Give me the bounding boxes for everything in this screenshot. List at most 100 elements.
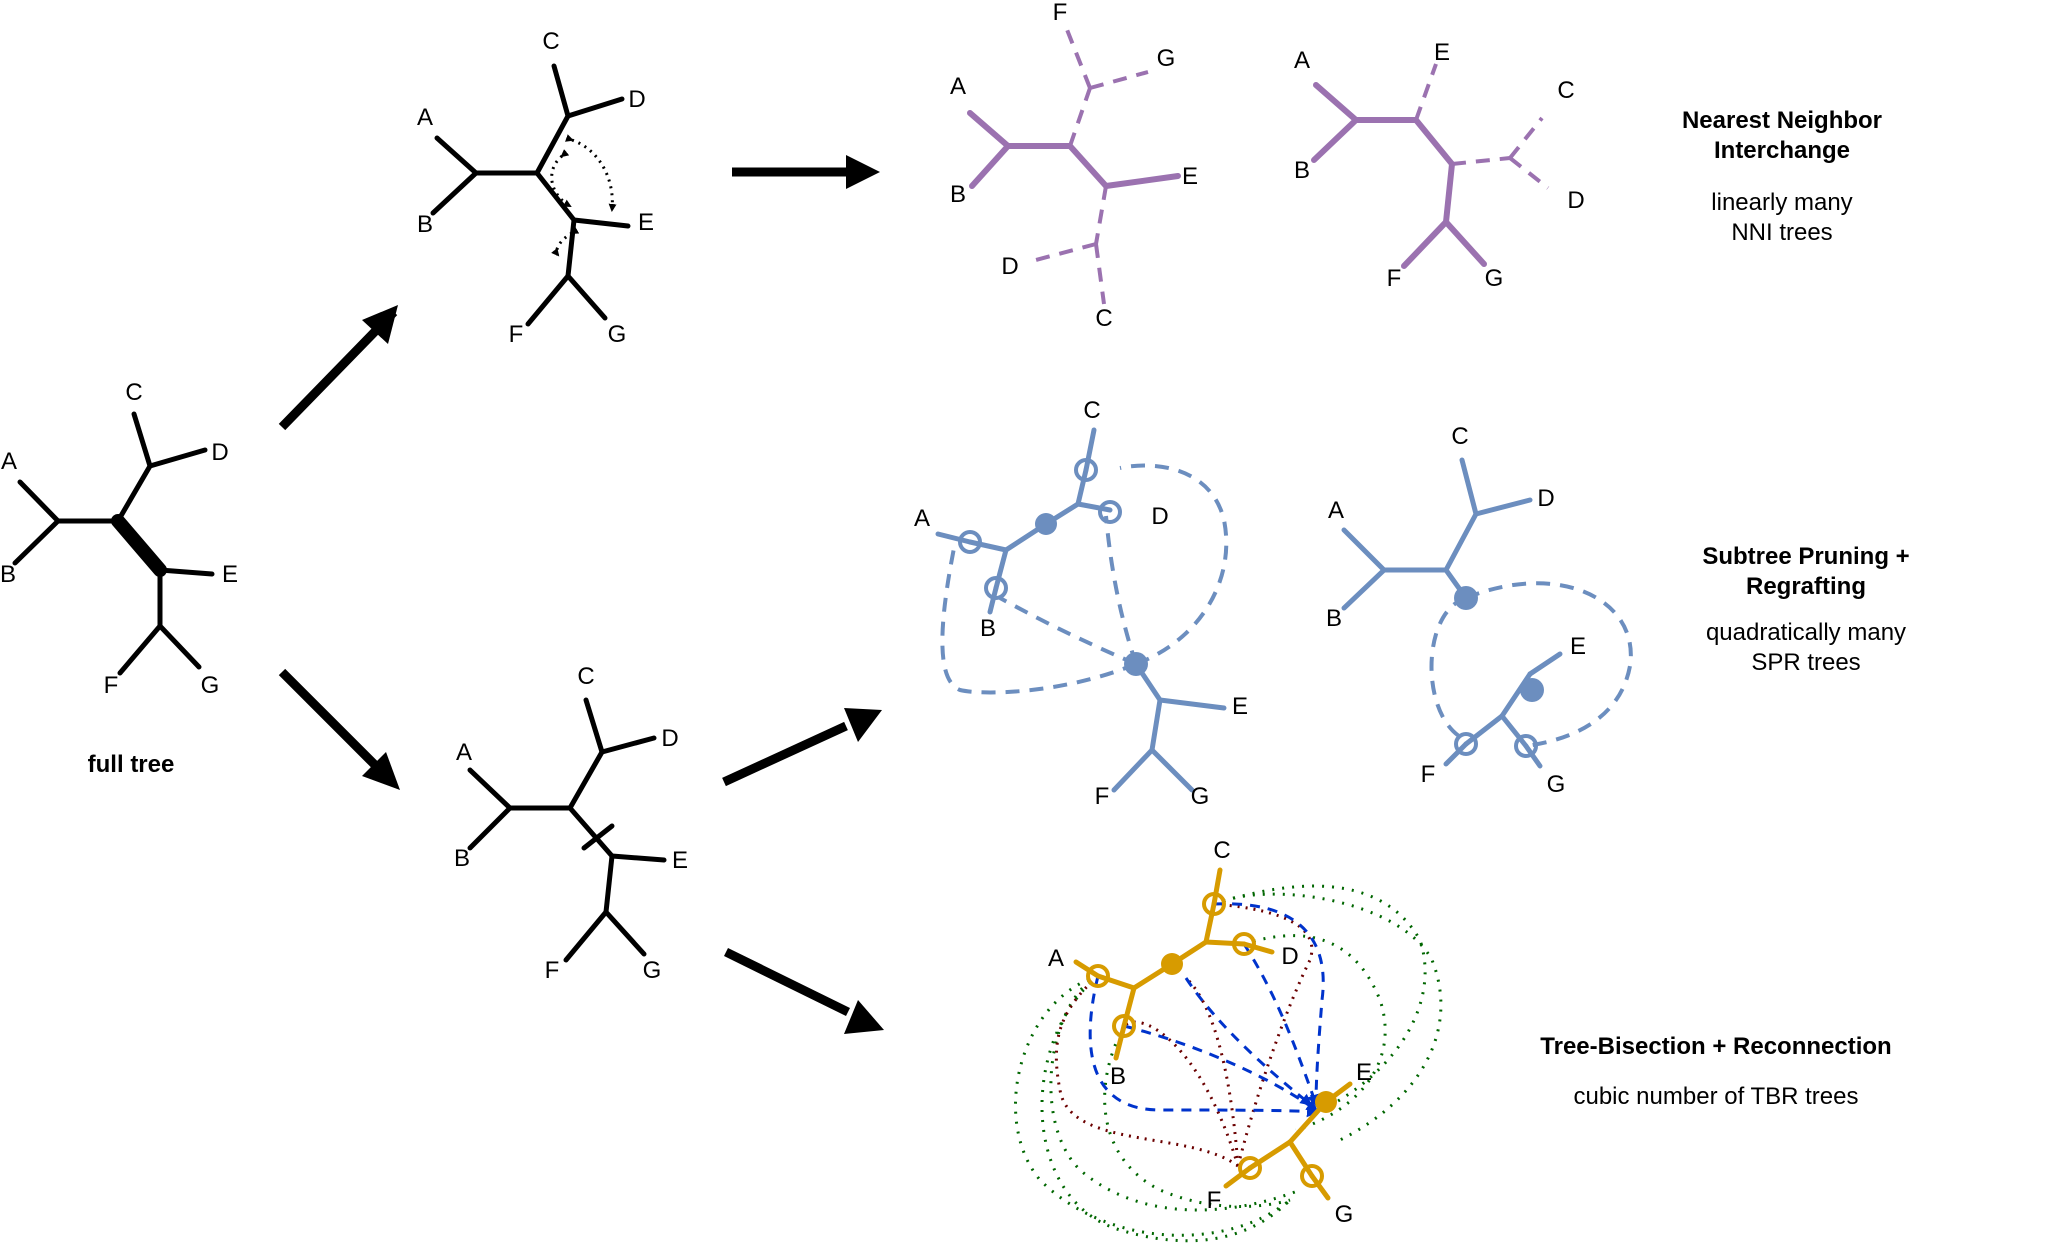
spr-r1-leaf-f: F bbox=[1095, 783, 1110, 810]
tbr-bisection-point-1 bbox=[1161, 953, 1183, 975]
nni-r1-leaf-d: D bbox=[1001, 253, 1018, 280]
cut-leaf-b: B bbox=[454, 845, 470, 872]
tbr-red-reconnection-paths bbox=[1054, 902, 1314, 1168]
arrow-head-tbr bbox=[844, 1000, 884, 1034]
tbr-leaf-b: B bbox=[1110, 1063, 1126, 1090]
spr-r1-leaf-c: C bbox=[1083, 397, 1100, 424]
nni-r2-leaf-e: E bbox=[1434, 39, 1450, 66]
full-tree bbox=[12, 411, 215, 676]
nni-r2-leaf-a: A bbox=[1294, 47, 1310, 74]
nni-result-tree-2 bbox=[1311, 82, 1487, 269]
tbr-leaf-f: F bbox=[1207, 1187, 1222, 1214]
nni-source-leaf-c: C bbox=[542, 28, 559, 55]
nni-r2-leaf-f: F bbox=[1387, 265, 1402, 292]
tbr-sub-line1: cubic number of TBR trees bbox=[1573, 1083, 1858, 1110]
spr-title-line1: Subtree Pruning + bbox=[1702, 543, 1909, 570]
nni-source-leaf-d: D bbox=[628, 86, 645, 113]
arrow-head-spr bbox=[844, 708, 882, 742]
nni-source-leaf-b: B bbox=[417, 211, 433, 238]
spr-prune-point bbox=[1124, 652, 1148, 676]
tbr-title-line1: Tree-Bisection + Reconnection bbox=[1540, 1033, 1891, 1060]
nni-swap-arrows bbox=[550, 134, 617, 257]
cut-leaf-a: A bbox=[456, 739, 472, 766]
spr-r2-leaf-d: D bbox=[1537, 485, 1554, 512]
tbr-leaf-e: E bbox=[1356, 1059, 1372, 1086]
spr-r2-leaf-e: E bbox=[1570, 633, 1586, 660]
spr-r1-leaf-e: E bbox=[1232, 693, 1248, 720]
full-tree-leaf-g: G bbox=[201, 672, 220, 699]
spr-r2-leaf-f: F bbox=[1421, 761, 1436, 788]
nni-source-leaf-f: F bbox=[509, 321, 524, 348]
nni-r2-leaf-c: C bbox=[1557, 77, 1574, 104]
nni-source-tree bbox=[430, 63, 631, 327]
nni-result-tree-1 bbox=[967, 110, 1181, 189]
nni-r1-leaf-g: G bbox=[1157, 45, 1176, 72]
arrow-head-cut bbox=[362, 752, 400, 790]
spr-r2-leaf-b: B bbox=[1326, 605, 1342, 632]
spr-regraft-point-filled bbox=[1035, 513, 1057, 535]
spr-r2-regraft-points bbox=[1454, 732, 1538, 758]
spr-r1-leaf-b: B bbox=[980, 615, 996, 642]
arrow-to-cut-tree bbox=[278, 668, 389, 779]
full-tree-leaf-b: B bbox=[0, 561, 16, 588]
spr-sub-line2: SPR trees bbox=[1751, 649, 1860, 676]
arrow-head-nni-results bbox=[846, 155, 880, 189]
nni-r2-leaf-g: G bbox=[1485, 265, 1504, 292]
nni-r1-leaf-f: F bbox=[1053, 0, 1068, 26]
nni-r2-leaf-b: B bbox=[1294, 157, 1310, 184]
full-tree-leaf-e: E bbox=[222, 561, 238, 588]
spr-regraft-points bbox=[958, 458, 1122, 600]
cut-leaf-d: D bbox=[661, 725, 678, 752]
spr-result-tree-2-paths bbox=[1429, 581, 1633, 748]
spr-sub-line1: quadratically many bbox=[1706, 619, 1906, 646]
nni-r1-leaf-c: C bbox=[1095, 305, 1112, 332]
tbr-result-tree bbox=[1073, 867, 1353, 1201]
nni-title-line1: Nearest Neighbor bbox=[1682, 107, 1882, 134]
spr-dashed-regraft-paths bbox=[940, 463, 1229, 695]
nni-source-leaf-g: G bbox=[608, 321, 627, 348]
spr-r1-leaf-d: D bbox=[1151, 503, 1168, 530]
full-tree-caption: full tree bbox=[88, 751, 175, 778]
spr-r1-leaf-g: G bbox=[1191, 783, 1210, 810]
nni-sub-line2: NNI trees bbox=[1731, 219, 1832, 246]
tbr-green-reconnection-paths bbox=[1014, 884, 1443, 1243]
nni-source-leaf-a: A bbox=[417, 104, 433, 131]
spr-r2-leaf-a: A bbox=[1328, 497, 1344, 524]
nni-r1-leaf-a: A bbox=[950, 73, 966, 100]
arrow-head-nni bbox=[362, 305, 398, 344]
nni-title-line2: Interchange bbox=[1714, 137, 1850, 164]
full-tree-leaf-d: D bbox=[211, 439, 228, 466]
tbr-bisection-point-2 bbox=[1315, 1091, 1337, 1113]
nni-result-tree-2-moved bbox=[1414, 63, 1550, 190]
spr-result-tree-2 bbox=[1341, 457, 1563, 769]
tbr-leaf-g: G bbox=[1335, 1201, 1354, 1228]
spr-title-line2: Regrafting bbox=[1746, 573, 1866, 600]
arrow-to-tbr bbox=[724, 947, 850, 1017]
tbr-blue-reconnection-paths bbox=[1088, 902, 1325, 1118]
spr-r2-prune-point bbox=[1454, 586, 1478, 610]
cut-leaf-e: E bbox=[672, 847, 688, 874]
spr-r2-regraft-point-filled bbox=[1520, 678, 1544, 702]
full-tree-leaf-c: C bbox=[125, 379, 142, 406]
tbr-reconnection-points bbox=[1086, 892, 1324, 1188]
full-tree-leaf-a: A bbox=[1, 448, 17, 475]
full-tree-leaf-f: F bbox=[104, 672, 119, 699]
spr-r2-leaf-c: C bbox=[1451, 423, 1468, 450]
cut-source-tree bbox=[467, 697, 667, 963]
nni-r2-leaf-d: D bbox=[1567, 187, 1584, 214]
tbr-leaf-d: D bbox=[1281, 943, 1298, 970]
tbr-leaf-c: C bbox=[1213, 837, 1230, 864]
nni-r1-leaf-b: B bbox=[950, 181, 966, 208]
spr-result-tree-1 bbox=[935, 427, 1227, 793]
cut-leaf-f: F bbox=[545, 957, 560, 984]
spr-r2-leaf-g: G bbox=[1547, 771, 1566, 798]
nni-source-leaf-e: E bbox=[638, 209, 654, 236]
spr-r1-leaf-a: A bbox=[914, 505, 930, 532]
nni-r1-leaf-e: E bbox=[1182, 163, 1198, 190]
cut-leaf-g: G bbox=[643, 957, 662, 984]
tbr-leaf-a: A bbox=[1048, 945, 1064, 972]
arrow-to-spr bbox=[722, 721, 848, 787]
cut-leaf-c: C bbox=[577, 663, 594, 690]
nni-result-tree-1-moved bbox=[1035, 21, 1149, 305]
